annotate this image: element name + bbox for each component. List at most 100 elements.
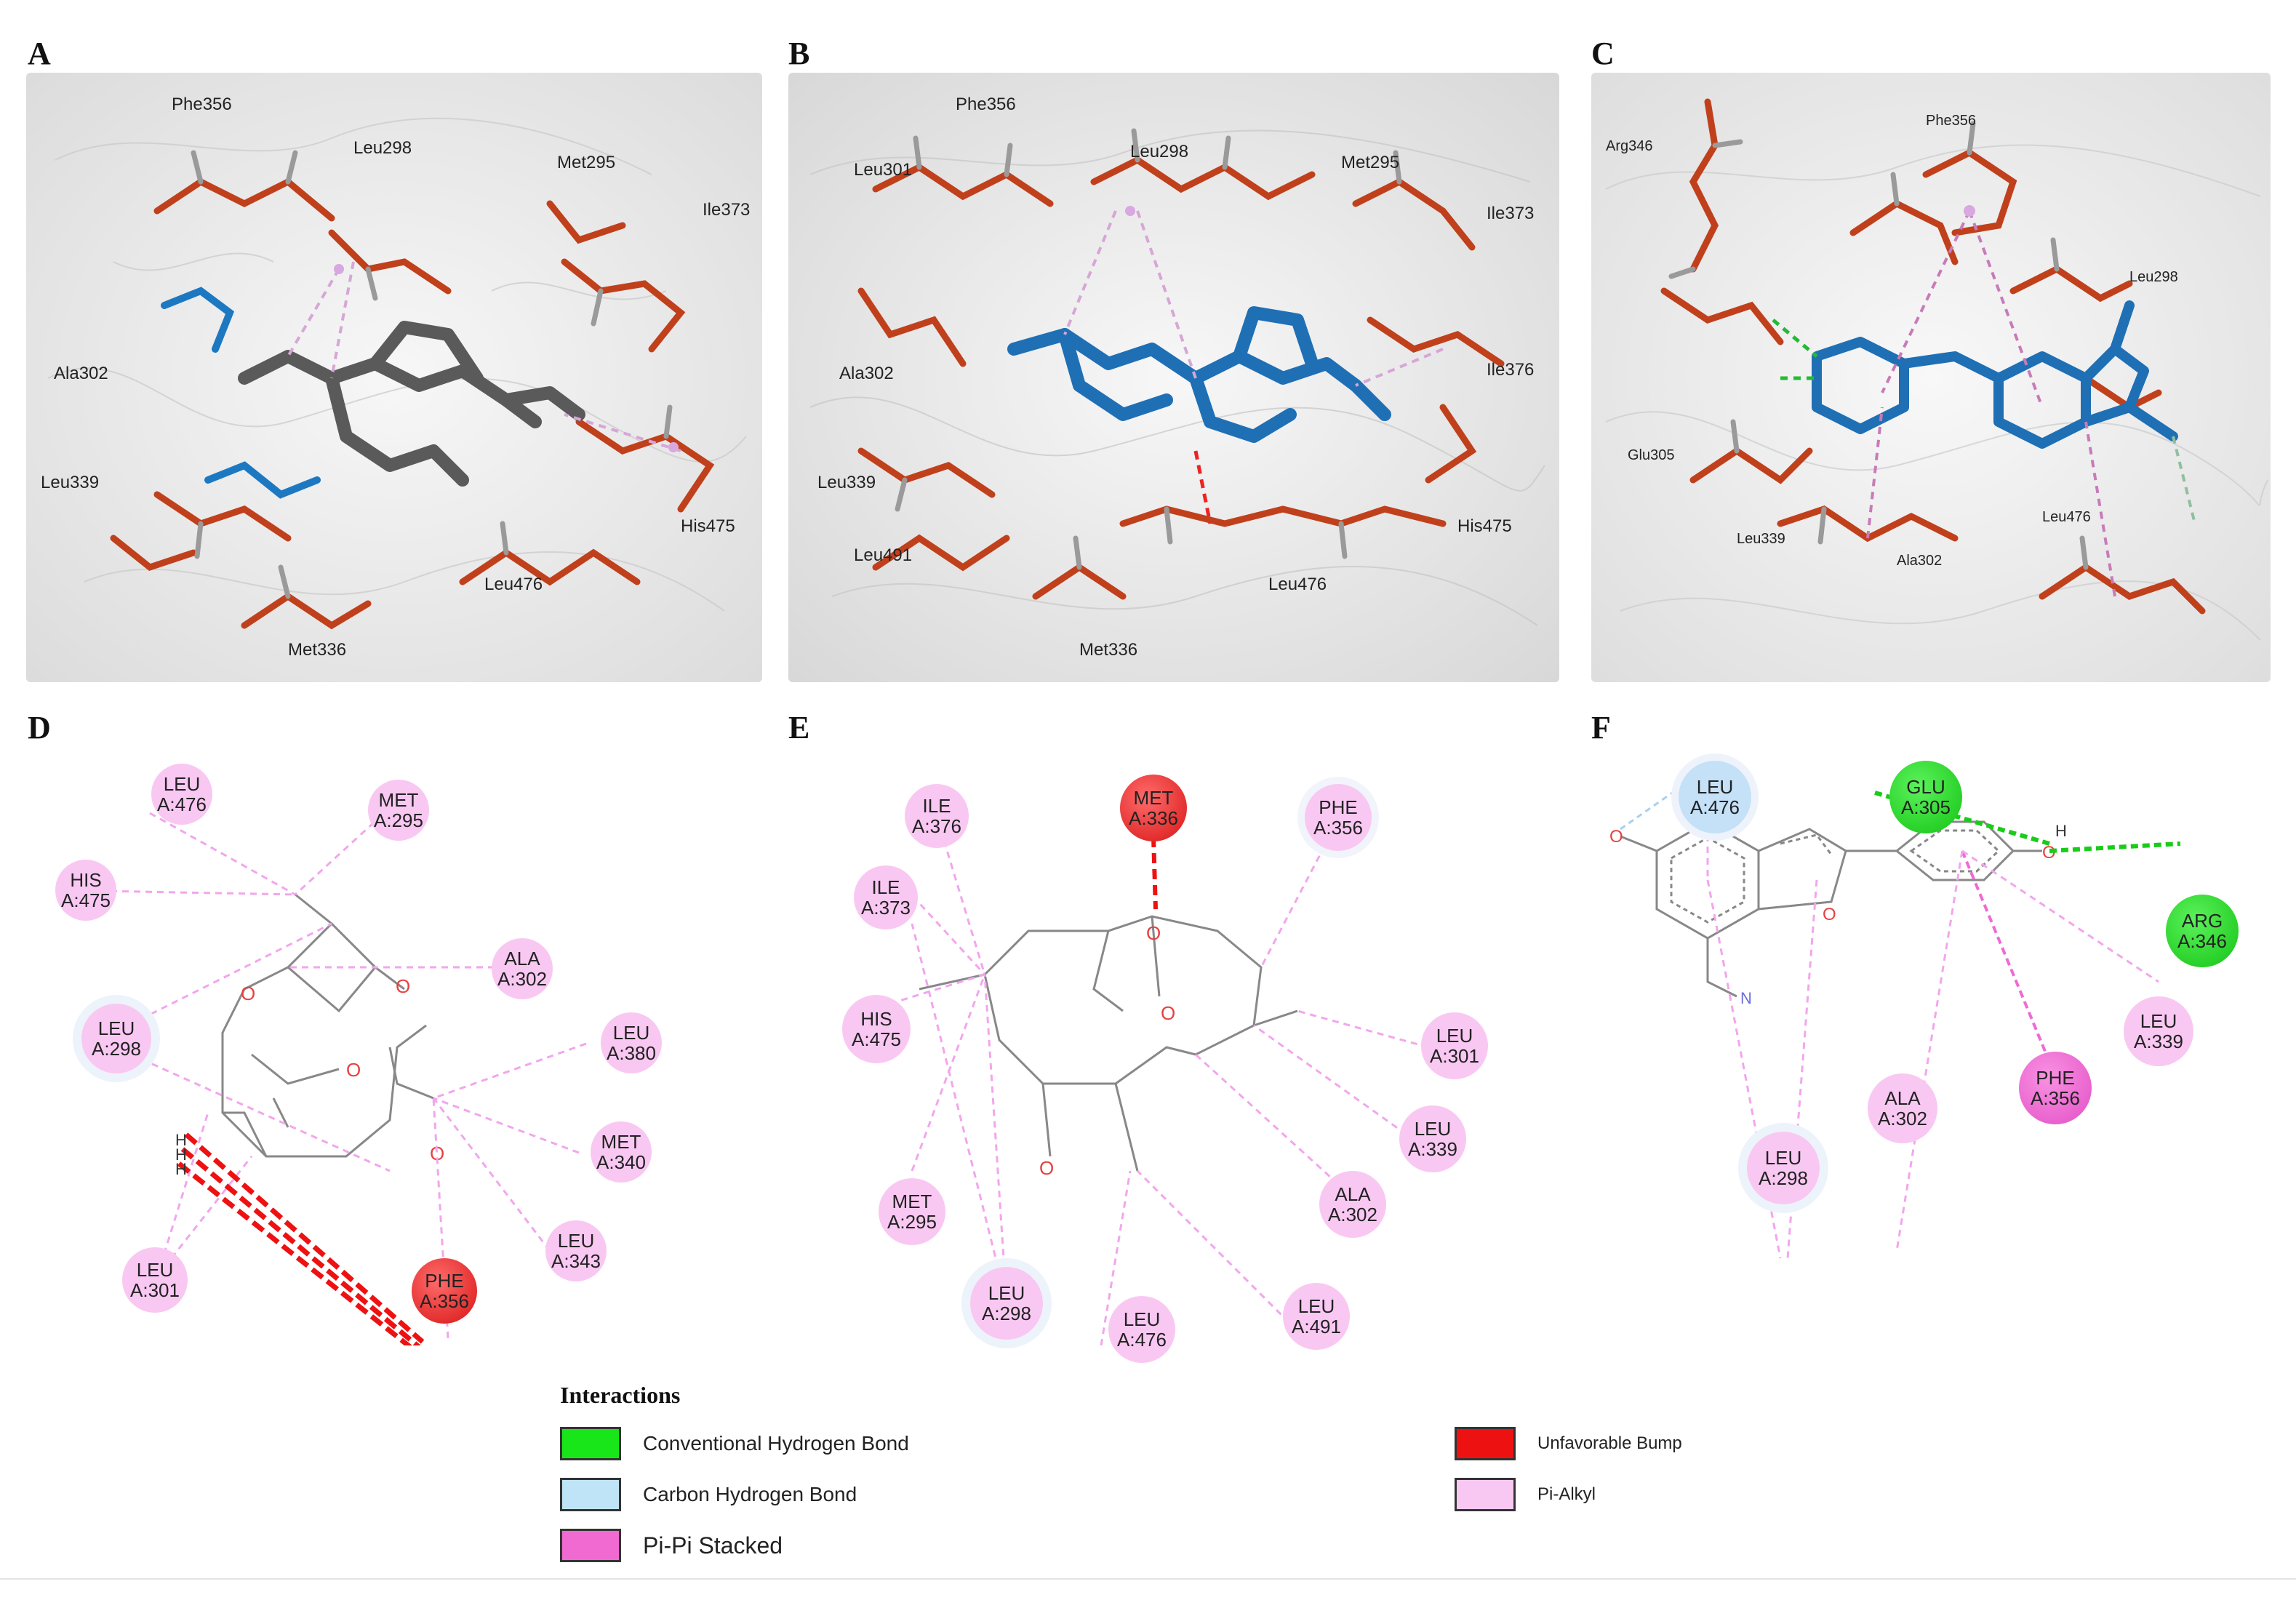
docking-3d-panel-b: Phe356 Leu301 Leu298 Met295 Ile373 Ala30… <box>788 73 1559 682</box>
docking-3d-render-b <box>788 73 1559 682</box>
residue-label-b-7: Ile376 <box>1487 360 1535 380</box>
residue-node-met340-d: MET A:340 <box>591 1121 652 1183</box>
svg-text:O: O <box>1823 905 1836 924</box>
panel-letter-d: D <box>28 710 51 745</box>
legend-label: Carbon Hydrogen Bond <box>643 1483 857 1505</box>
interaction-2d-panel-f: O O O N H LEU A:476 GLU A:305 ARG A:346 LEU… <box>1591 749 2271 1345</box>
docking-3d-panel-c: Arg346 Phe356 Leu298 Glu305 Leu476 Leu33… <box>1591 73 2271 682</box>
residue-label-c-5: Leu476 <box>2042 509 2091 525</box>
residue-label-c-6: Leu339 <box>1737 531 1785 547</box>
legend-item-conventional-hbond: Conventional Hydrogen Bond <box>560 1425 909 1462</box>
residue-label-b-12: Met336 <box>1079 640 1138 660</box>
legend-label: Pi-Alkyl <box>1537 1484 1596 1504</box>
residue-node-ile376-e: ILE A:376 <box>905 784 969 848</box>
residue-node-ala302-d: ALA A:302 <box>492 938 553 999</box>
residue-label-b-4: Met295 <box>1341 153 1400 172</box>
svg-text:O: O <box>1146 922 1161 944</box>
residue-node-his475-d: HIS A:475 <box>55 860 116 921</box>
residue-label-b-2: Leu301 <box>854 160 913 180</box>
svg-text:O: O <box>1039 1157 1054 1179</box>
residue-node-ala302-e: ALA A:302 <box>1319 1171 1386 1238</box>
residue-node-met336-e: MET A:336 <box>1120 775 1187 841</box>
residue-node-met295-e: MET A:295 <box>879 1178 945 1245</box>
residue-label-c-2: Phe356 <box>1926 113 1976 129</box>
residue-node-leu476-d: LEU A:476 <box>151 764 212 825</box>
panel-letter-f: F <box>1591 710 1611 745</box>
ligand-skeleton-d <box>221 893 434 1158</box>
residue-label-b-6: Ala302 <box>839 364 894 383</box>
legend-label: Pi-Pi Stacked <box>643 1532 783 1559</box>
residue-node-leu298-e: LEU A:298 <box>970 1267 1043 1340</box>
residue-node-leu380-d: LEU A:380 <box>601 1012 662 1073</box>
ligand-skeleton-e <box>919 915 1298 1172</box>
residue-node-leu476-e: LEU A:476 <box>1108 1296 1175 1363</box>
residue-label-a-9: Met336 <box>288 640 347 660</box>
residue-label-c-4: Glu305 <box>1628 447 1675 463</box>
footer-divider <box>0 1578 2296 1580</box>
residue-label-b-10: His475 <box>1457 516 1512 536</box>
residue-label-b-8: Leu339 <box>817 473 876 492</box>
residue-node-leu298-f: LEU A:298 <box>1747 1132 1820 1204</box>
svg-text:O: O <box>430 1143 444 1164</box>
residue-node-phe356-f: PHE A:356 <box>2019 1052 2092 1124</box>
svg-text:O: O <box>396 975 410 997</box>
residue-label-a-6: Leu339 <box>41 473 100 492</box>
legend-swatch-unfavorable-bump <box>1455 1427 1516 1460</box>
residue-label-a-4: Ile373 <box>703 200 751 220</box>
panel-letter-a: A <box>28 36 51 71</box>
legend-item-unfavorable-bump: Unfavorable Bump <box>1455 1425 1682 1462</box>
svg-text:O: O <box>241 983 255 1004</box>
panel-letter-e: E <box>788 710 810 745</box>
residue-node-phe356-d: PHE A:356 <box>412 1258 477 1324</box>
interaction-2d-panel-d: O O O O H H H <box>26 749 761 1345</box>
residue-node-his475-e: HIS A:475 <box>842 995 911 1063</box>
legend-label: Unfavorable Bump <box>1537 1433 1682 1453</box>
legend-item-carbon-hbond: Carbon Hydrogen Bond <box>560 1476 857 1513</box>
legend-item-pi-pi-stacked: Pi-Pi Stacked <box>560 1527 783 1564</box>
residue-node-leu476-f: LEU A:476 <box>1679 761 1751 833</box>
atom-h-f: H <box>2055 822 2067 840</box>
residue-label-b-1: Phe356 <box>956 95 1016 114</box>
interaction-legend: Interactions Conventional Hydrogen Bond … <box>560 1382 1724 1600</box>
svg-text:O: O <box>2042 843 2056 863</box>
legend-swatch-pi-pi-stacked <box>560 1529 621 1562</box>
svg-text:O: O <box>1161 1002 1175 1024</box>
unfavorable-bump-lines-d <box>177 1132 425 1345</box>
interaction-2d-panel-e: O O O ILE A:376 MET A:336 PHE A:356 ILE A:37… <box>788 749 1559 1363</box>
residue-node-ile373-e: ILE A:373 <box>854 865 918 929</box>
residue-node-leu301-e: LEU A:301 <box>1421 1012 1488 1079</box>
atom-h-d-3: H <box>175 1160 187 1178</box>
residue-node-arg346-f: ARG A:346 <box>2166 895 2239 967</box>
residue-node-leu343-d: LEU A:343 <box>545 1220 607 1281</box>
legend-item-pi-alkyl: Pi-Alkyl <box>1455 1476 1596 1513</box>
residue-label-c-1: Arg346 <box>1606 138 1653 154</box>
residue-label-a-2: Leu298 <box>353 138 412 158</box>
legend-swatch-pi-alkyl <box>1455 1478 1516 1511</box>
residue-node-leu339-f: LEU A:339 <box>2124 996 2193 1066</box>
residue-node-glu305-f: GLU A:305 <box>1889 761 1962 833</box>
legend-title: Interactions <box>560 1382 681 1408</box>
residue-label-b-5: Ile373 <box>1487 204 1535 223</box>
residue-label-a-5: Ala302 <box>54 364 108 383</box>
legend-swatch-conventional-hbond <box>560 1427 621 1460</box>
residue-label-b-3: Leu298 <box>1130 142 1189 161</box>
residue-label-a-7: Leu476 <box>484 575 543 594</box>
residue-node-met295-d: MET A:295 <box>368 780 429 841</box>
atom-h-d-2: H <box>175 1145 187 1164</box>
svg-text:O: O <box>346 1059 361 1081</box>
residue-label-b-11: Leu476 <box>1268 575 1327 594</box>
residue-node-phe356-e: PHE A:356 <box>1305 784 1372 851</box>
atom-h-d-1: H <box>175 1131 187 1149</box>
residue-label-a-1: Phe356 <box>172 95 232 114</box>
residue-label-c-3: Leu298 <box>2129 269 2178 285</box>
residue-label-a-8: His475 <box>681 516 735 536</box>
svg-text:O: O <box>1609 827 1623 847</box>
legend-swatch-carbon-hbond <box>560 1478 621 1511</box>
residue-label-b-9: Leu491 <box>854 545 913 565</box>
docking-3d-render-c <box>1591 73 2271 682</box>
residue-label-c-7: Ala302 <box>1897 553 1943 569</box>
docking-3d-panel-a: Phe356 Leu298 Met295 Ile373 Ala302 Leu33… <box>26 73 762 682</box>
legend-label: Conventional Hydrogen Bond <box>643 1432 909 1455</box>
residue-node-leu491-e: LEU A:491 <box>1283 1283 1350 1350</box>
residue-node-leu301-d: LEU A:301 <box>122 1247 188 1313</box>
